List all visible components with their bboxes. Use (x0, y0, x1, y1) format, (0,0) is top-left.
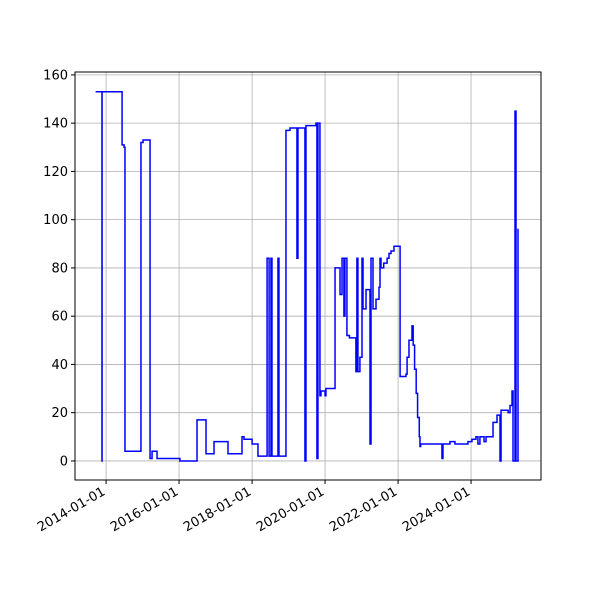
y-tick-label: 80 (51, 261, 68, 276)
y-tick-label: 0 (60, 454, 68, 469)
y-tick-label: 120 (43, 165, 68, 180)
y-tick-label: 40 (51, 358, 68, 373)
y-tick-label: 20 (51, 406, 68, 421)
data-line (95, 91, 519, 462)
y-tick-label: 140 (43, 117, 68, 132)
y-tick-label: 60 (51, 310, 68, 325)
plot-frame (74, 71, 542, 481)
y-tick-label: 160 (43, 68, 68, 83)
y-tick-label: 100 (43, 213, 68, 228)
